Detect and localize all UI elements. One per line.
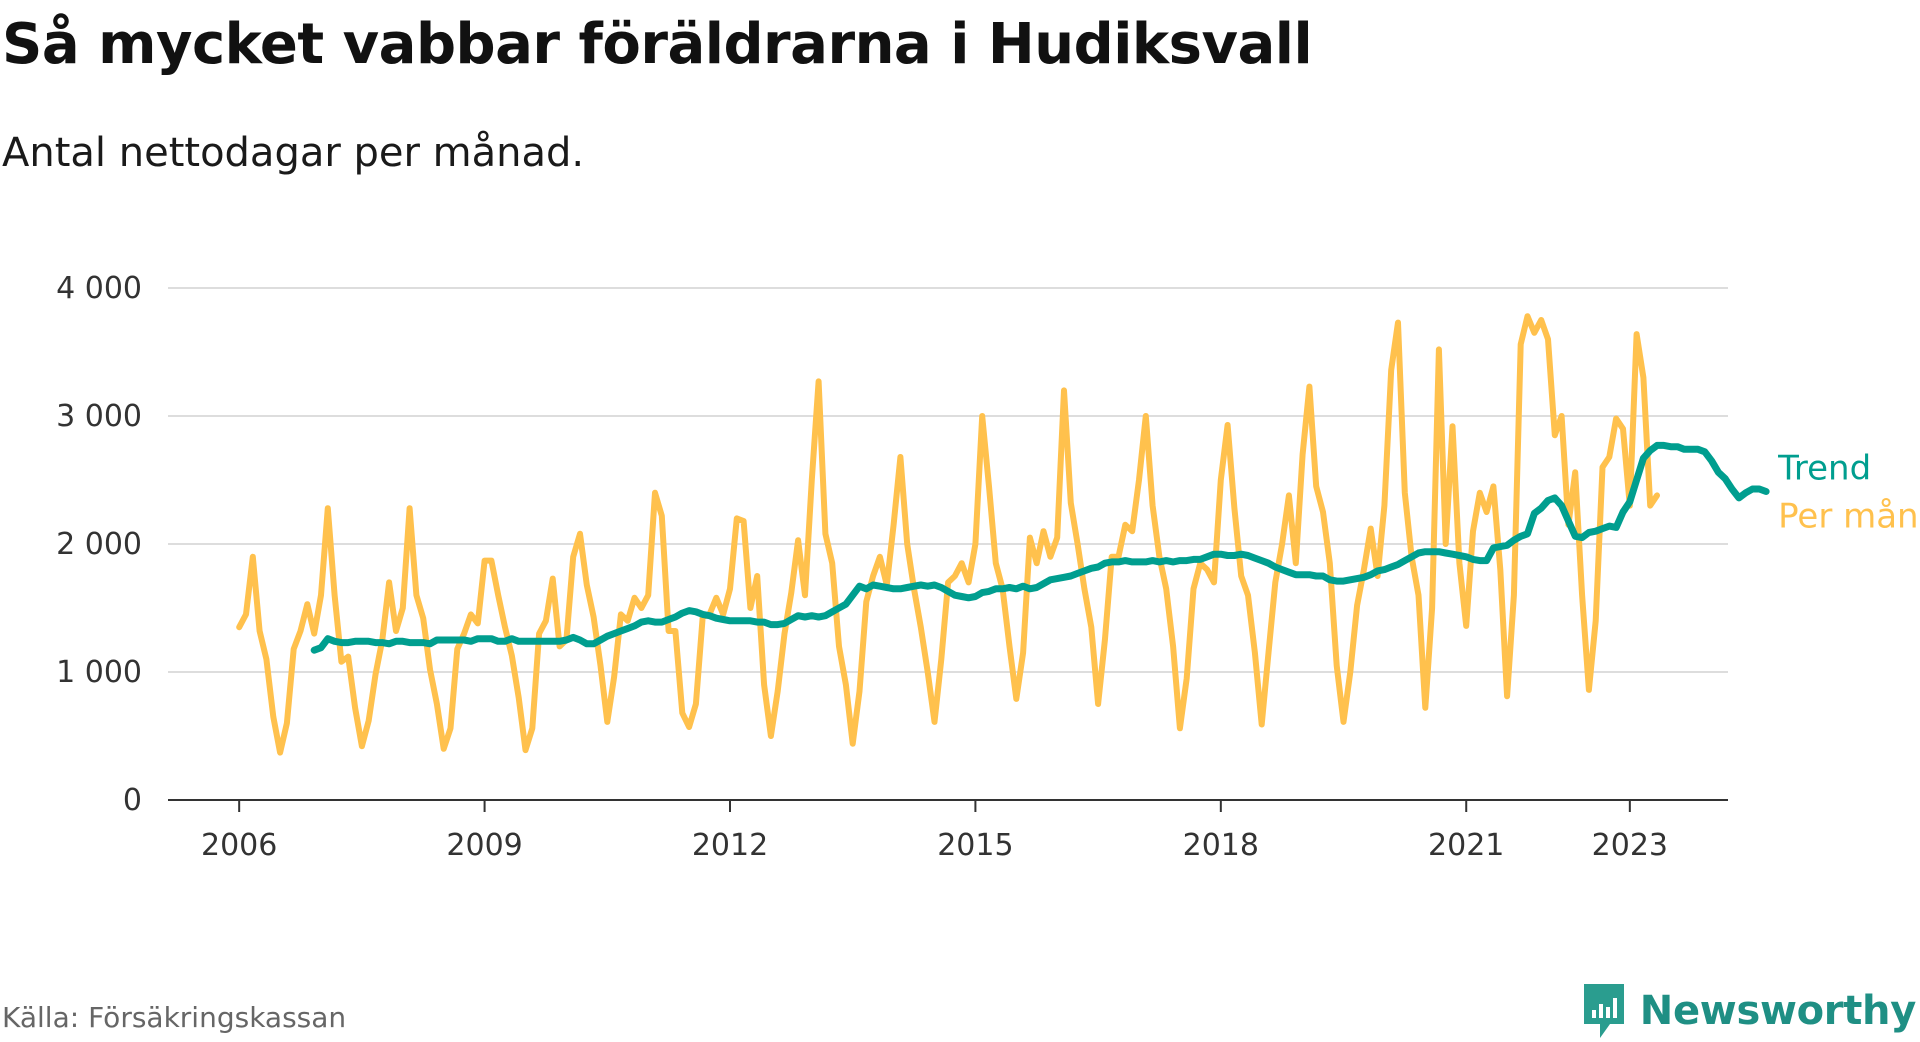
y-tick-label: 3 000 — [56, 399, 142, 434]
y-tick-label: 1 000 — [56, 655, 142, 690]
series-label-trend: Trend — [1777, 449, 1871, 489]
x-tick-label: 2023 — [1592, 828, 1668, 863]
x-tick-label: 2012 — [692, 828, 768, 863]
series-line-per-manad — [236, 313, 1660, 756]
series-line-trend — [310, 441, 1770, 654]
x-tick-label: 2021 — [1428, 828, 1504, 863]
y-tick-label: 4 000 — [56, 271, 142, 306]
x-tick-label: 2009 — [446, 828, 522, 863]
series-lines — [236, 313, 1770, 756]
y-tick-label: 0 — [123, 783, 142, 818]
chart-title: Så mycket vabbar föräldrarna i Hudiksval… — [2, 12, 1313, 77]
brand-logo: Newsworthy — [1580, 980, 1916, 1042]
x-tick-label: 2006 — [201, 828, 277, 863]
y-tick-label: 2 000 — [56, 527, 142, 562]
axes: 0 1 000 2 000 3 000 4 000 2006 2009 2012 2015 201… — [56, 271, 1728, 863]
newsworthy-logo-icon — [1583, 984, 1624, 1038]
source-note: Källa: Försäkringskassan — [2, 1001, 347, 1034]
brand-name: Newsworthy — [1639, 988, 1917, 1034]
series-labels: Trend Per månad — [1777, 449, 1920, 537]
x-tick-label: 2015 — [937, 828, 1013, 863]
series-label-per-manad: Per månad — [1778, 497, 1920, 537]
chart-subtitle: Antal nettodagar per månad. — [2, 130, 585, 176]
x-tick-label: 2018 — [1183, 828, 1259, 863]
